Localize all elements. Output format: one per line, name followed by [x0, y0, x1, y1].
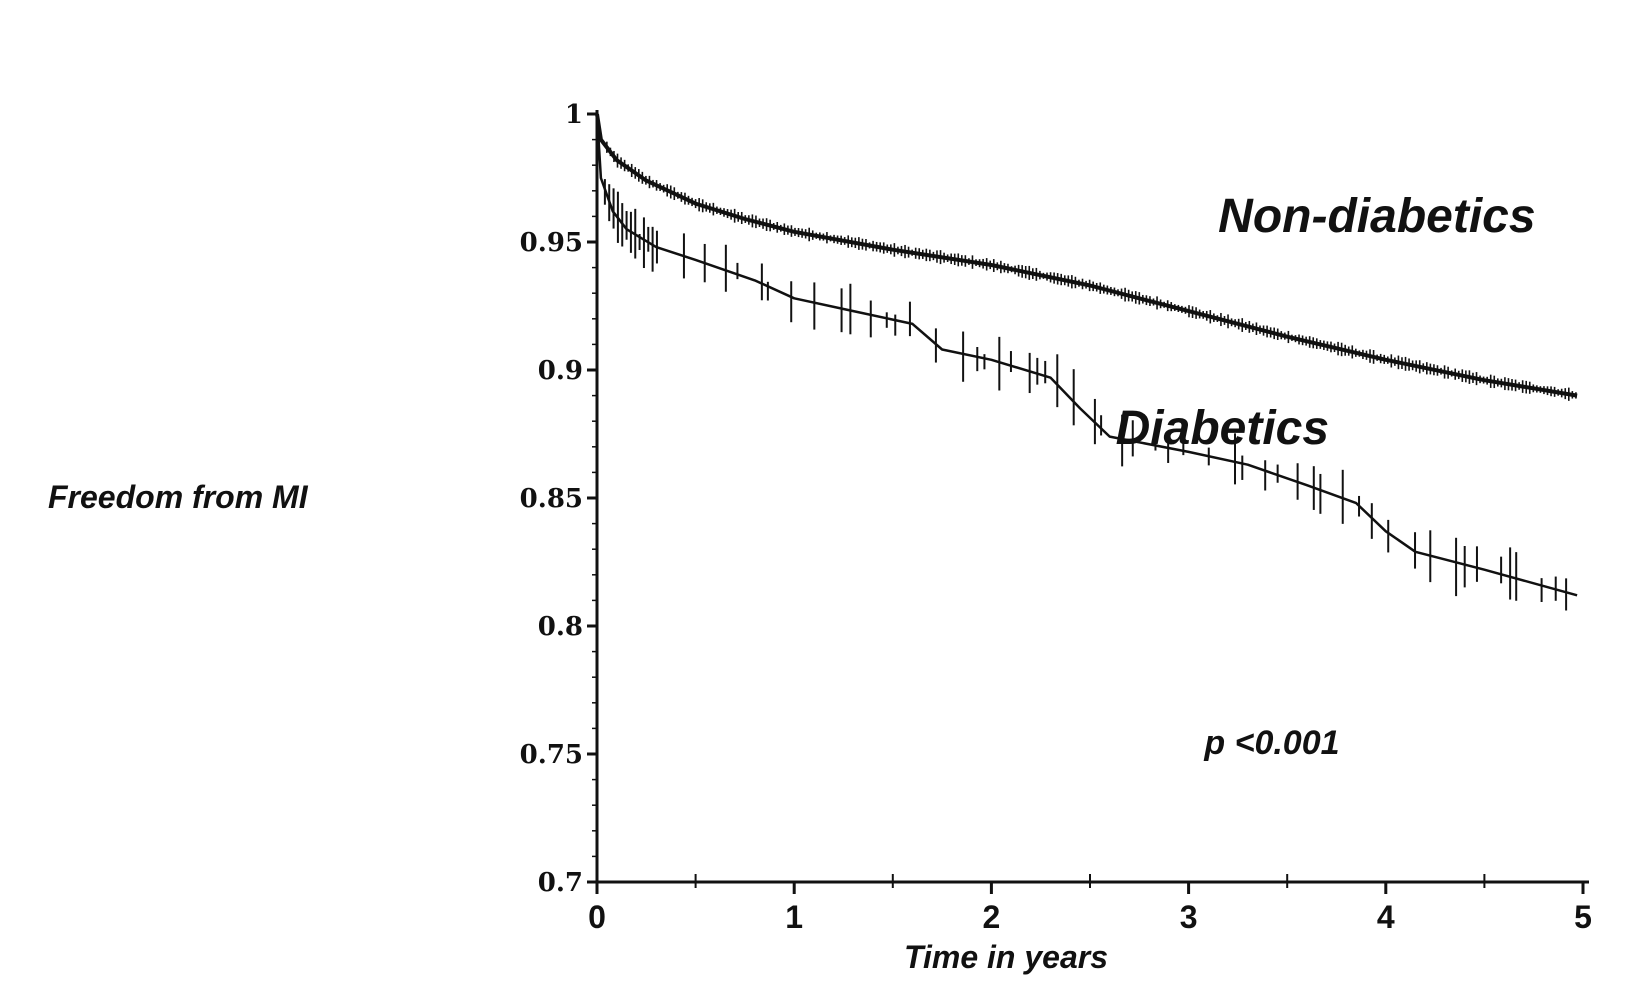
y-tick-label: 0.75 — [520, 740, 583, 770]
y-tick-label: 1 — [565, 100, 583, 130]
series-label: Non-diabetics — [1218, 190, 1535, 243]
x-tick-label: 1 — [785, 899, 803, 935]
y-tick-label: 0.85 — [520, 484, 583, 514]
y-tick-label: 0.7 — [538, 868, 583, 898]
y-tick-label: 0.95 — [520, 228, 583, 258]
x-tick-label: 0 — [588, 899, 606, 935]
annotations: Non-diabetics Diabetics p <0.001 — [1116, 190, 1536, 762]
p-value-annotation: p <0.001 — [1203, 724, 1339, 762]
x-tick-label: 3 — [1180, 899, 1198, 935]
x-tick-label: 4 — [1377, 899, 1395, 935]
x-tick-label: 2 — [983, 899, 1001, 935]
ticks: 1 0.95 0.9 0.85 0.8 0.75 0.70 1 2 3 4 5 — [520, 100, 1592, 935]
series-non-diabetics — [595, 113, 1578, 401]
series-line — [595, 113, 1578, 398]
x-tick-label: 5 — [1574, 899, 1592, 935]
series-label: Diabetics — [1116, 402, 1329, 455]
y-tick-label: 0.9 — [538, 356, 583, 386]
y-axis-title: Freedom from MI — [48, 479, 309, 515]
series-diabetics — [595, 113, 1578, 611]
series-line — [595, 113, 1578, 597]
x-axis-title: Time in years — [904, 939, 1108, 975]
series-group — [595, 113, 1578, 611]
y-tick-label: 0.8 — [538, 612, 583, 642]
